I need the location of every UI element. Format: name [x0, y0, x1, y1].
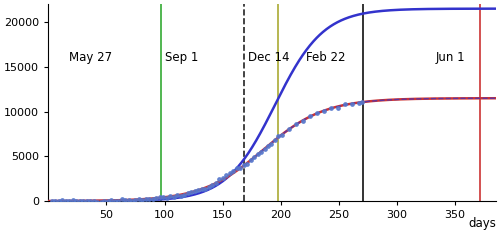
Point: [292, 123, 300, 126]
Point: [226, 171, 234, 175]
Point: [135, 198, 143, 201]
Point: [285, 127, 293, 131]
Text: May 27: May 27: [69, 51, 112, 64]
Point: [72, 199, 80, 202]
Point: [156, 195, 164, 199]
Point: [48, 199, 56, 203]
Point: [299, 119, 307, 123]
Point: [107, 199, 115, 202]
Point: [96, 200, 104, 203]
Point: [229, 169, 237, 173]
Point: [320, 109, 328, 113]
Point: [340, 103, 348, 106]
Point: [222, 173, 230, 177]
Point: [218, 176, 226, 180]
Point: [313, 111, 321, 114]
Point: [188, 190, 196, 194]
Point: [348, 102, 356, 105]
Point: [358, 100, 366, 104]
Point: [124, 198, 132, 202]
Point: [90, 199, 98, 202]
Point: [110, 199, 118, 203]
Point: [138, 198, 146, 202]
Point: [82, 199, 90, 203]
Point: [100, 199, 108, 203]
Point: [76, 199, 84, 203]
Point: [260, 147, 268, 151]
Point: [198, 187, 206, 191]
Point: [152, 197, 160, 200]
Point: [121, 198, 129, 202]
Point: [114, 199, 122, 203]
Point: [254, 152, 262, 156]
Point: [268, 142, 276, 145]
Point: [354, 101, 362, 105]
Point: [208, 183, 216, 187]
Point: [177, 194, 185, 198]
Point: [58, 198, 66, 202]
Point: [62, 199, 70, 203]
Point: [128, 199, 136, 202]
Point: [232, 166, 240, 170]
Point: [215, 177, 223, 181]
Point: [184, 191, 192, 195]
Point: [274, 135, 282, 138]
Point: [170, 195, 178, 199]
Point: [118, 198, 126, 201]
Point: [146, 197, 154, 201]
Point: [104, 199, 112, 203]
Point: [243, 162, 251, 165]
Point: [132, 198, 140, 202]
Point: [142, 197, 150, 201]
Point: [246, 159, 254, 162]
Point: [264, 144, 272, 148]
Point: [65, 199, 73, 203]
Point: [174, 193, 182, 197]
Point: [327, 106, 335, 110]
Point: [334, 106, 342, 110]
Text: days: days: [468, 217, 496, 230]
Point: [79, 199, 87, 202]
Point: [160, 195, 168, 199]
Text: Dec 14: Dec 14: [248, 51, 290, 64]
Point: [68, 198, 76, 202]
Text: Jun 1: Jun 1: [436, 51, 465, 64]
Text: Feb 22: Feb 22: [306, 51, 346, 64]
Point: [306, 115, 314, 118]
Point: [204, 185, 212, 189]
Point: [191, 189, 199, 193]
Point: [166, 194, 174, 198]
Point: [201, 187, 209, 190]
Text: Sep 1: Sep 1: [164, 51, 198, 64]
Point: [271, 138, 279, 141]
Point: [93, 200, 101, 204]
Point: [278, 133, 286, 136]
Point: [149, 197, 157, 200]
Point: [180, 193, 188, 196]
Point: [163, 196, 171, 199]
Point: [52, 199, 60, 203]
Point: [212, 181, 220, 185]
Point: [236, 166, 244, 170]
Point: [86, 199, 94, 203]
Point: [194, 188, 202, 192]
Point: [257, 150, 265, 154]
Point: [250, 155, 258, 159]
Point: [240, 163, 248, 167]
Point: [55, 199, 63, 202]
